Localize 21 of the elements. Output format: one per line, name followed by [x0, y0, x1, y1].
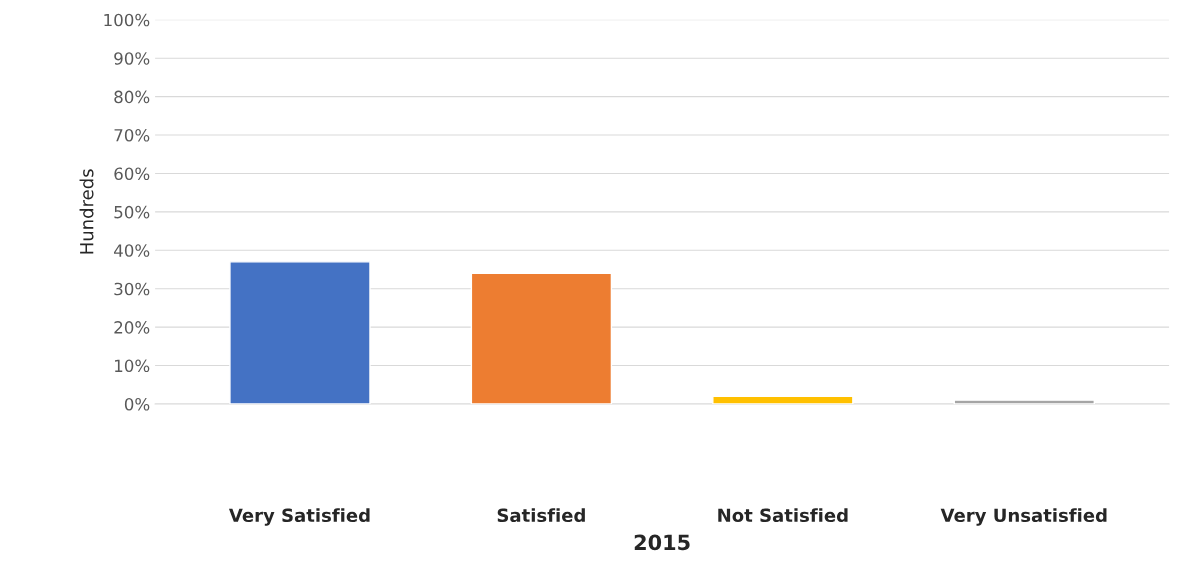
bar: [470, 272, 613, 404]
x-tick-label: Very Unsatisfied: [940, 508, 1107, 526]
y-tick-label: 40%: [114, 244, 150, 257]
y-tick-label: 20%: [114, 321, 150, 334]
y-axis-title: Hundreds: [79, 169, 94, 254]
y-tick-label: 50%: [114, 205, 150, 219]
x-tick-label: Very Satisfied: [228, 508, 370, 526]
y-tick-label: 100%: [104, 13, 150, 27]
x-tick-label: Satisfied: [497, 508, 585, 523]
y-tick-label: 60%: [114, 167, 150, 181]
bar: [953, 399, 1095, 404]
x-axis-title: 2015: [634, 534, 690, 551]
y-tick-label: 30%: [114, 282, 150, 296]
y-tick-label: 90%: [114, 52, 150, 65]
y-tick-label: 10%: [115, 359, 150, 373]
bar: [229, 261, 371, 404]
y-tick-label: 0%: [124, 397, 150, 411]
x-tick-label: Not Satisfied: [718, 508, 848, 523]
y-tick-label: 70%: [114, 129, 150, 142]
y-tick-label: 80%: [114, 90, 150, 104]
bar: [712, 395, 854, 404]
